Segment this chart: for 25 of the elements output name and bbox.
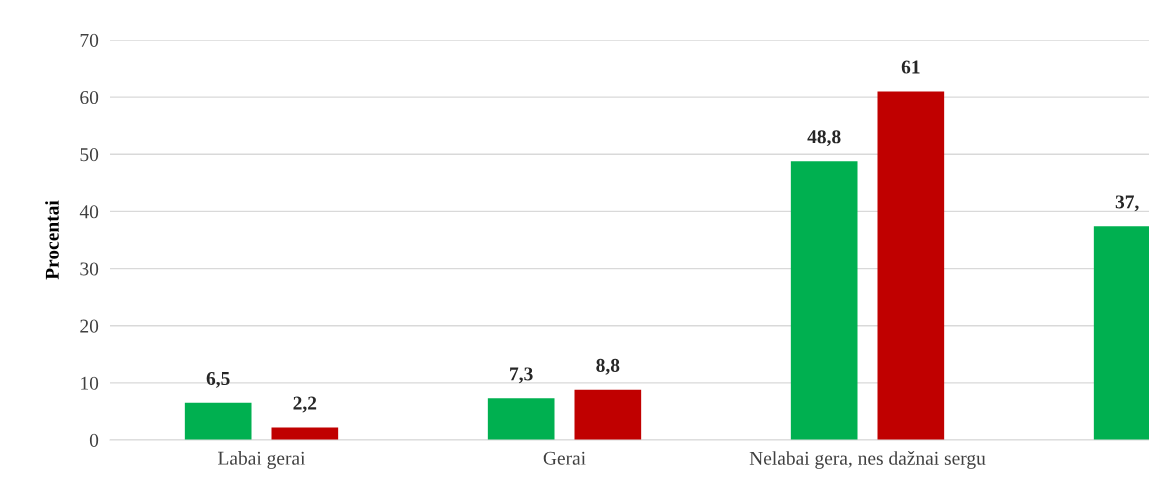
bar [790,161,858,440]
y-axis-title: Procentai [45,200,59,280]
bar [184,402,252,440]
y-tick-label: 20 [80,319,99,333]
x-tick-label: Nelabai gera, nes dažnai sergu [749,451,986,469]
bar [877,91,945,440]
y-tick-label: 70 [80,33,99,47]
x-tick-label: Gerai [543,451,586,465]
data-label: 6,5 [206,371,230,388]
bar [271,427,339,440]
bar [487,398,555,440]
y-tick-label: 10 [81,376,99,390]
y-tick-label: 40 [79,205,99,219]
data-label: 48,8 [807,130,841,147]
data-label: 37, [1115,195,1139,212]
data-label: 8,8 [596,358,620,375]
y-tick-label: 0 [89,433,99,447]
data-label: 2,2 [293,396,317,413]
y-tick-label: 30 [80,262,99,276]
data-label: 61 [901,60,920,74]
bar [574,389,642,440]
x-tick-label: Labai gerai [218,451,306,469]
y-tick-label: 50 [80,148,99,162]
y-tick-label: 60 [80,90,99,105]
data-label: 7,3 [510,367,533,384]
